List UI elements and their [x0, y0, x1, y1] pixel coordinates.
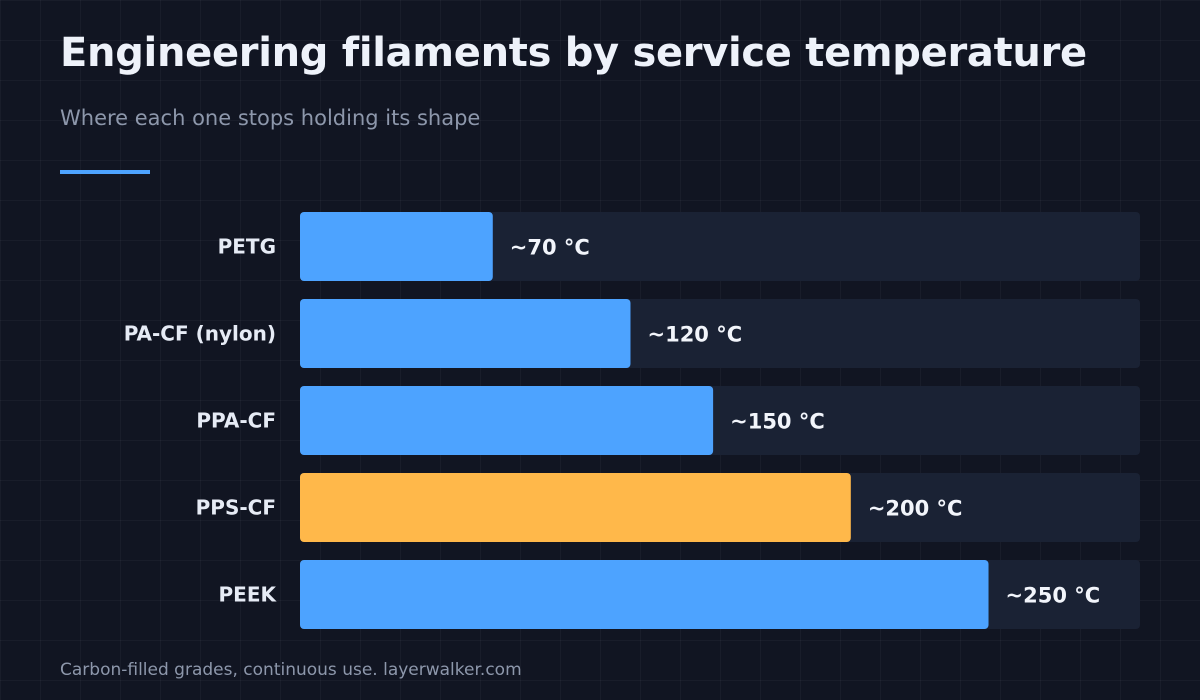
bar-ppa-cf: [300, 386, 714, 455]
category-label-pps-cf: PPS-CF: [196, 496, 276, 520]
value-label-peek: ~250 °C: [1006, 584, 1101, 608]
category-label-peek: PEEK: [219, 583, 278, 607]
bar-peek: [300, 560, 989, 629]
bar-pps-cf: [300, 473, 851, 542]
accent-rule: [60, 170, 150, 174]
value-label-pa-cf-nylon: ~120 °C: [647, 323, 742, 347]
bar-track-petg: [300, 212, 1140, 281]
page-title: Engineering filaments by service tempera…: [60, 30, 1087, 76]
footer-note: Carbon-filled grades, continuous use. la…: [60, 660, 522, 680]
bar-pa-cf-nylon: [300, 299, 631, 368]
category-label-ppa-cf: PPA-CF: [196, 409, 276, 433]
bar-petg: [300, 212, 493, 281]
category-label-pa-cf-nylon: PA-CF (nylon): [124, 322, 276, 346]
page-subtitle: Where each one stops holding its shape: [60, 106, 481, 130]
value-label-ppa-cf: ~150 °C: [730, 410, 825, 434]
value-label-petg: ~70 °C: [510, 236, 590, 260]
value-label-pps-cf: ~200 °C: [868, 497, 963, 521]
category-label-petg: PETG: [218, 235, 276, 259]
